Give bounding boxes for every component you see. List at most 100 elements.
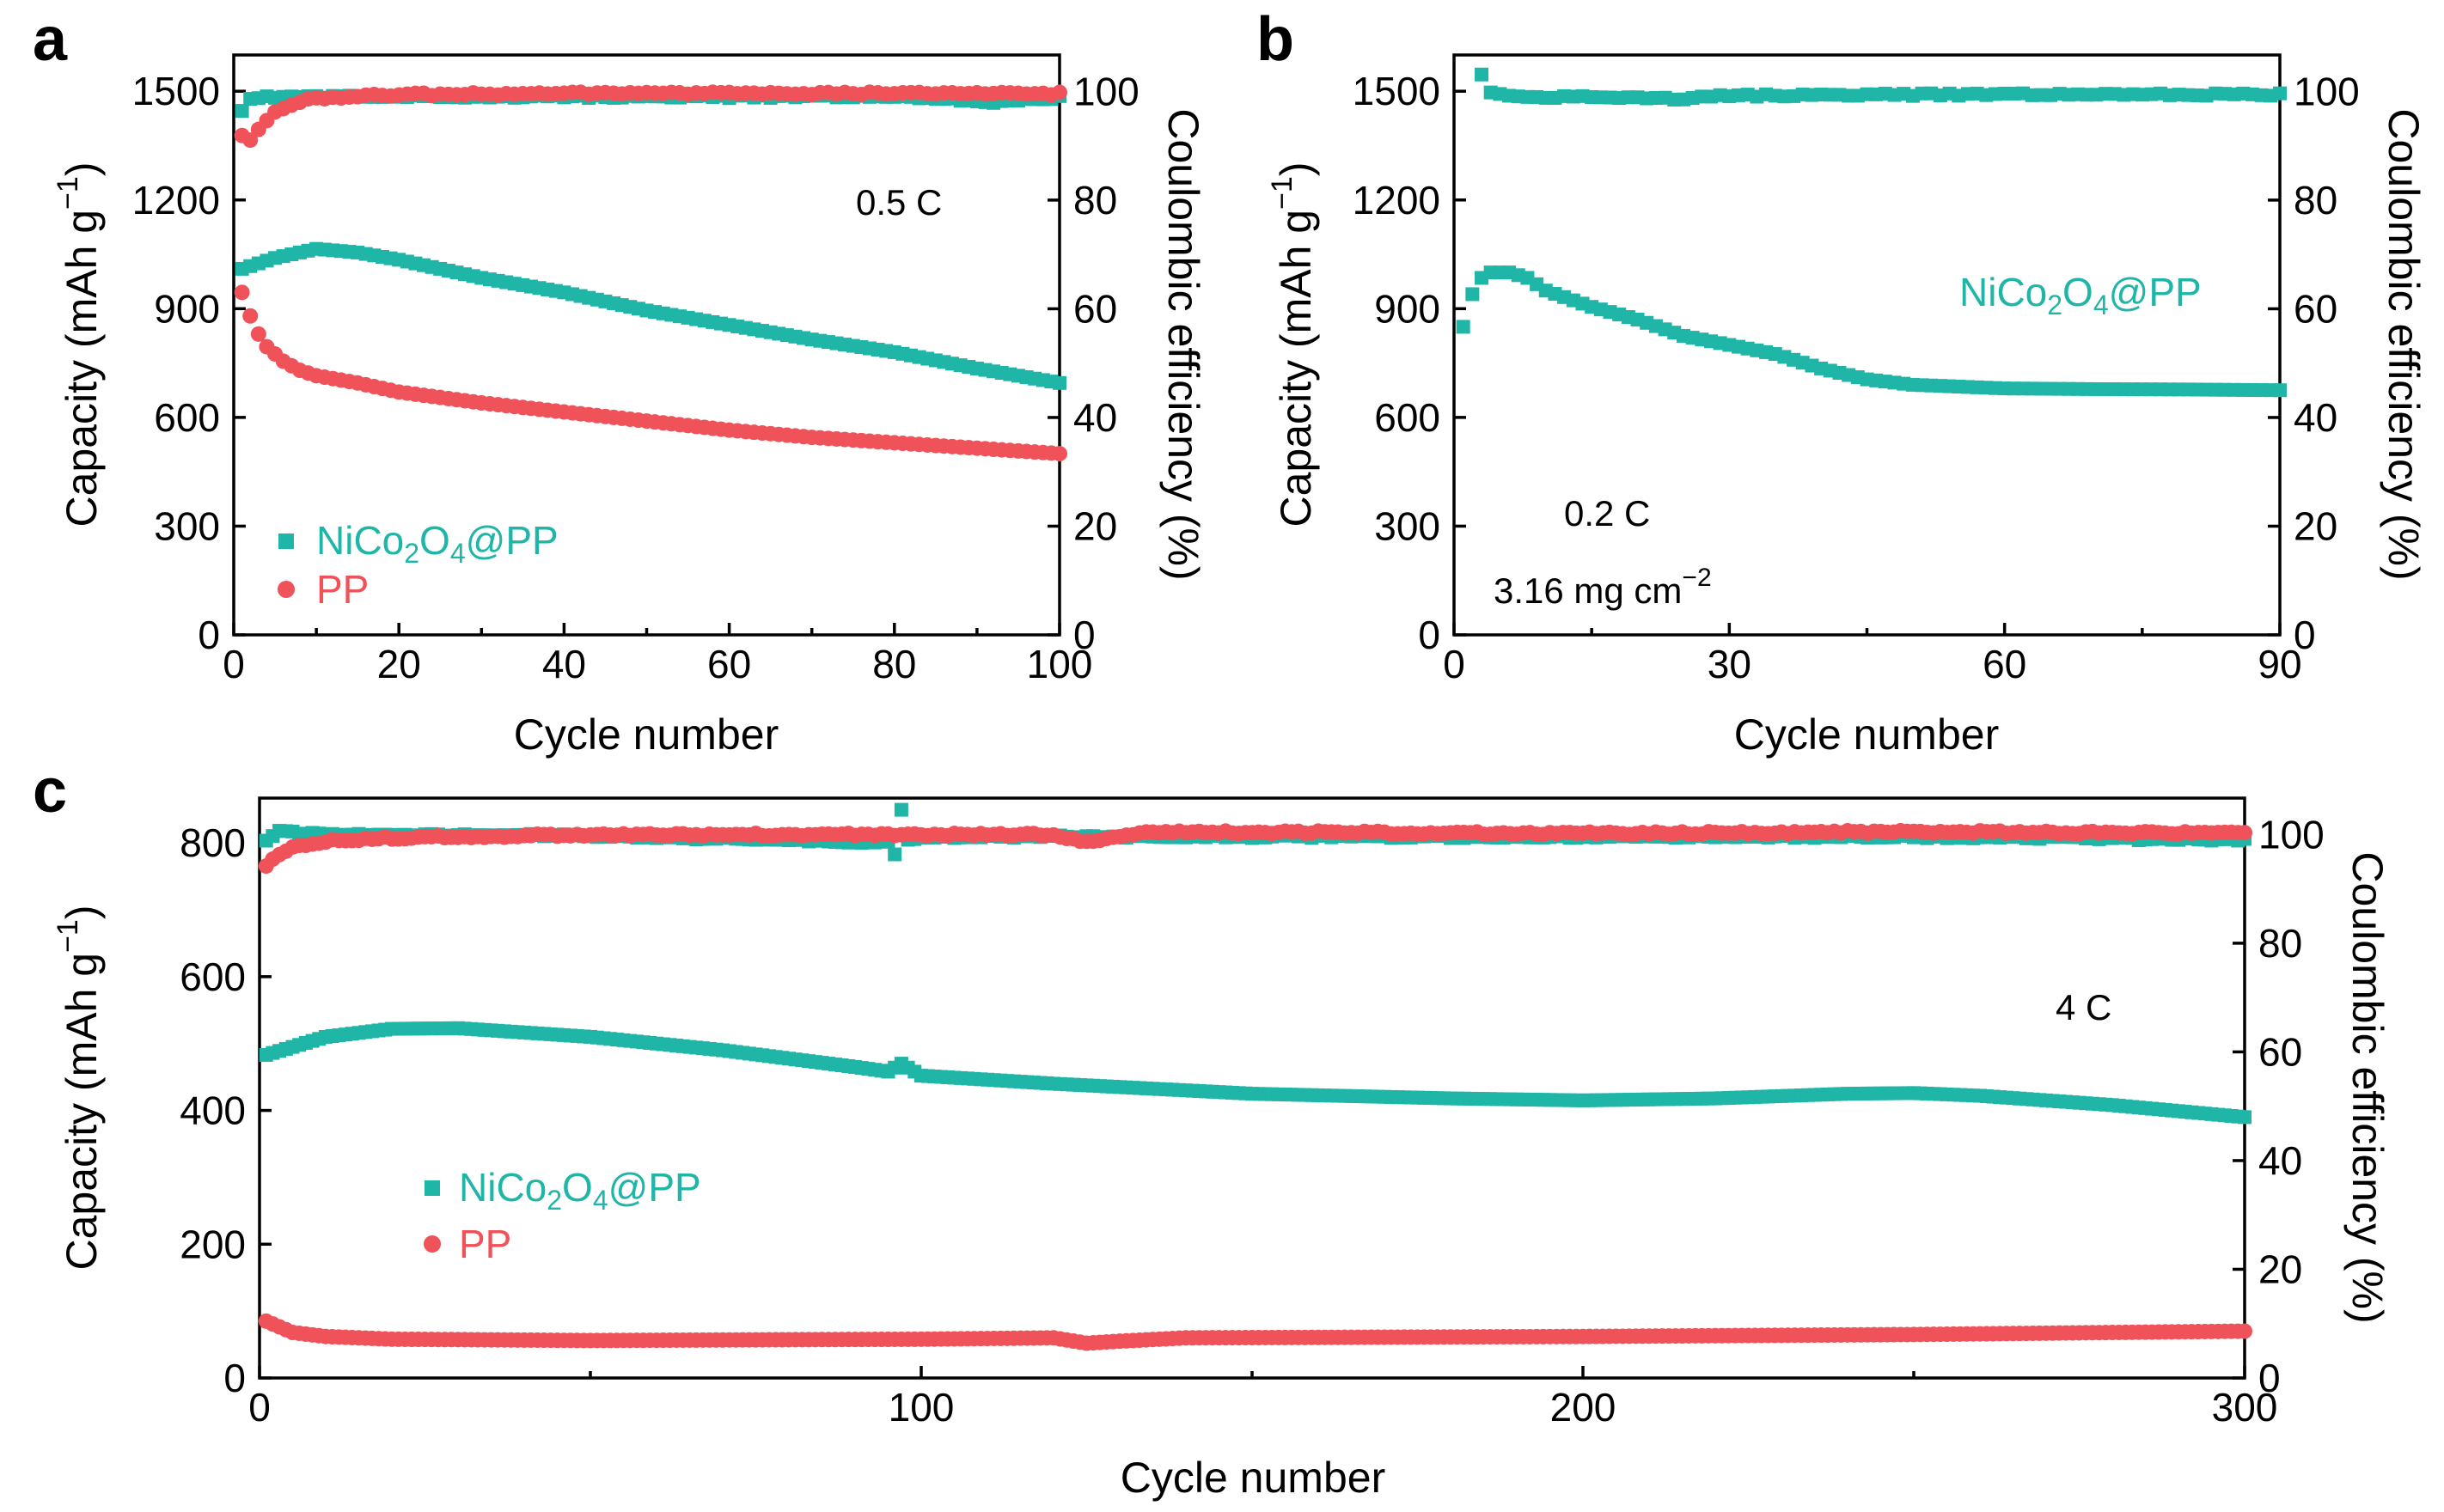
ticks-a: 0 20 40 60 80 1000300600900120015000204060801…: [132, 69, 1140, 686]
panel-label-b: b: [1256, 5, 1294, 74]
y-tick-label-left: 0: [1418, 613, 1440, 657]
data-point-nico-capacity: [1053, 375, 1066, 390]
data-point-pp-capacity: [2237, 1323, 2252, 1339]
y-tick-label-right: 40: [2294, 395, 2337, 440]
y-tick-label-left: 600: [180, 954, 246, 999]
y-tick-label-right: 80: [2294, 178, 2337, 223]
legend-marker-nico-c: [425, 1180, 440, 1196]
x-axis-title-a: Cycle number: [514, 710, 779, 759]
legend-marker-nico-a: [278, 533, 294, 549]
x-tick-label: 100: [889, 1385, 955, 1430]
y-tick-label-right: 80: [2258, 921, 2302, 966]
y-tick-label-right: 60: [1073, 286, 1117, 331]
x-tick-label: 80: [872, 642, 916, 686]
y-tick-label-left: 400: [180, 1088, 246, 1133]
y-tick-label-left: 0: [198, 613, 220, 657]
y-tick-label-right: 20: [2294, 503, 2337, 548]
y-tick-label-left: 600: [1374, 395, 1440, 440]
data-points-c: [258, 802, 2252, 1351]
y-axis-title-right-c: Coulombic efficiency (%): [2343, 851, 2392, 1323]
legend-marker-pp-c: [424, 1235, 441, 1253]
rate-annotation-c: 4 C: [2056, 987, 2111, 1027]
data-point-nico-capacity: [2238, 1110, 2252, 1125]
x-tick-label: 60: [1983, 642, 2026, 686]
data-points-a: [234, 84, 1067, 462]
data-point-pp-capacity: [1052, 446, 1067, 462]
legend-c: NiCo2O4@PP PP: [424, 1165, 701, 1266]
x-tick-label: 0: [248, 1385, 271, 1430]
data-point-nico-capacity: [1465, 287, 1480, 302]
y-axis-title-right-b: Coulombic efficiency (%): [2380, 108, 2428, 580]
x-tick-label: 100: [1027, 642, 1093, 686]
x-axis-title-b: Cycle number: [1734, 710, 1999, 759]
y-tick-label-right: 80: [1073, 178, 1117, 223]
data-point-pp-capacity: [250, 326, 266, 342]
data-point-nico-ce: [2273, 86, 2287, 101]
legend-label-pp-a: PP: [316, 567, 369, 612]
y-axis-title-right-a: Coulombic efficiency (%): [1159, 108, 1207, 580]
y-tick-label-right: 40: [2258, 1138, 2302, 1183]
panel-label-a: a: [33, 5, 68, 74]
y-tick-label-left: 300: [154, 503, 220, 548]
y-tick-label-left: 900: [1374, 286, 1440, 331]
data-point-nico-capacity: [2273, 383, 2287, 398]
x-tick-label: 300: [2212, 1385, 2278, 1430]
y-tick-label-right: 0: [1073, 613, 1096, 657]
x-tick-label: 30: [1708, 642, 1751, 686]
y-tick-label-left: 200: [180, 1222, 246, 1266]
legend-label-pp-c: PP: [459, 1222, 511, 1266]
data-point-nico-ce: [1475, 67, 1489, 82]
y-tick-label-right: 100: [1073, 69, 1140, 113]
y-tick-label-left: 1500: [1353, 69, 1440, 113]
y-axis-title-left-b: Capacity (mAh g−1): [1266, 162, 1320, 527]
data-points-b: [1456, 67, 2287, 398]
data-point-pp-ce: [242, 132, 259, 149]
y-tick-label-left: 1200: [132, 178, 220, 223]
panel-label-c: c: [33, 757, 67, 826]
legend-label-nico-b: NiCo2O4@PP: [1959, 270, 2202, 320]
y-tick-label-right: 0: [2258, 1356, 2281, 1400]
y-tick-label-right: 60: [2294, 286, 2337, 331]
y-tick-label-right: 20: [1073, 503, 1117, 548]
y-tick-label-right: 0: [2294, 613, 2316, 657]
x-tick-label: 0: [223, 642, 245, 686]
legend-label-nico-a: NiCo2O4@PP: [316, 518, 559, 569]
x-tick-label: 40: [542, 642, 586, 686]
x-axis-title-c: Cycle number: [1121, 1454, 1385, 1502]
loading-annotation-b: 3.16 mg cm−2: [1494, 564, 1712, 611]
y-tick-label-left: 1500: [132, 69, 220, 113]
y-axis-title-left-a: Capacity (mAh g−1): [52, 162, 106, 527]
y-tick-label-left: 300: [1374, 503, 1440, 548]
data-point-nico-ce: [235, 104, 249, 119]
y-tick-label-right: 60: [2258, 1029, 2302, 1074]
data-point-pp-ce: [2237, 825, 2252, 841]
y-tick-label-right: 20: [2258, 1247, 2302, 1291]
data-point-pp-ce: [1052, 84, 1067, 101]
x-tick-label: 60: [707, 642, 751, 686]
rate-annotation-b: 0.2 C: [1564, 493, 1650, 533]
legend-marker-pp-a: [278, 581, 295, 598]
data-point-nico-ce: [888, 847, 902, 862]
x-tick-label: 20: [377, 642, 421, 686]
y-tick-label-left: 0: [223, 1356, 246, 1400]
panel-b: b 0 30 60 90030060090012001500020406080100 …: [1256, 5, 2428, 759]
y-tick-label-left: 800: [180, 820, 246, 865]
y-tick-label-left: 600: [154, 395, 220, 440]
data-point-nico-capacity: [1456, 320, 1470, 334]
plot-frame-b: [1452, 53, 2282, 637]
data-point-pp-capacity: [242, 308, 259, 324]
rate-annotation-a: 0.5 C: [856, 182, 942, 223]
legend-a: NiCo2O4@PP PP: [278, 518, 559, 612]
y-tick-label-left: 1200: [1353, 178, 1440, 223]
legend-label-nico-c: NiCo2O4@PP: [459, 1165, 701, 1216]
y-axis-title-left-c: Capacity (mAh g−1): [52, 905, 106, 1270]
y-tick-label-right: 100: [2294, 69, 2360, 113]
x-tick-label: 0: [1443, 642, 1465, 686]
data-point-pp-capacity: [234, 284, 250, 301]
x-tick-label: 200: [1550, 1385, 1616, 1430]
y-tick-label-left: 900: [154, 286, 220, 331]
y-tick-label-right: 40: [1073, 395, 1117, 440]
